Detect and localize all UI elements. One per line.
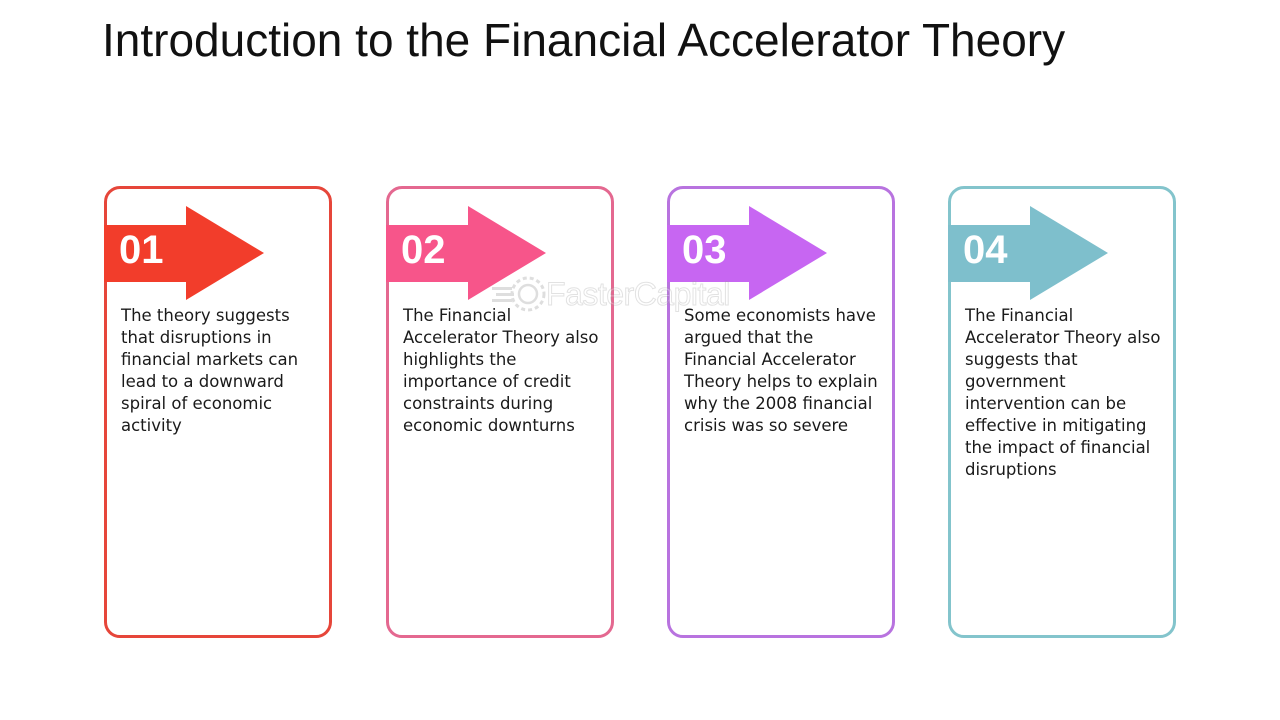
arrow-right-icon — [667, 206, 827, 300]
step-description: Some economists have argued that the Fin… — [684, 306, 878, 435]
step-description: The theory suggests that disruptions in … — [121, 306, 299, 435]
step-number: 01 — [119, 228, 164, 272]
step-number: 02 — [401, 228, 446, 272]
arrow-right-icon — [104, 206, 264, 300]
page-title: Introduction to the Financial Accelerato… — [102, 14, 1066, 66]
step-card-3: 03 Some economists have argued that the … — [667, 186, 895, 638]
step-card-2: 02 The Financial Accelerator Theory also… — [386, 186, 614, 638]
step-description: The Financial Accelerator Theory also su… — [965, 306, 1161, 479]
step-number: 03 — [682, 228, 727, 272]
arrow-right-icon — [948, 206, 1108, 300]
step-number: 04 — [963, 228, 1008, 272]
step-card-4: 04 The Financial Accelerator Theory also… — [948, 186, 1176, 638]
step-card-1: 01 The theory suggests that disruptions … — [104, 186, 332, 638]
arrow-right-icon — [386, 206, 546, 300]
step-description: The Financial Accelerator Theory also hi… — [403, 306, 599, 435]
